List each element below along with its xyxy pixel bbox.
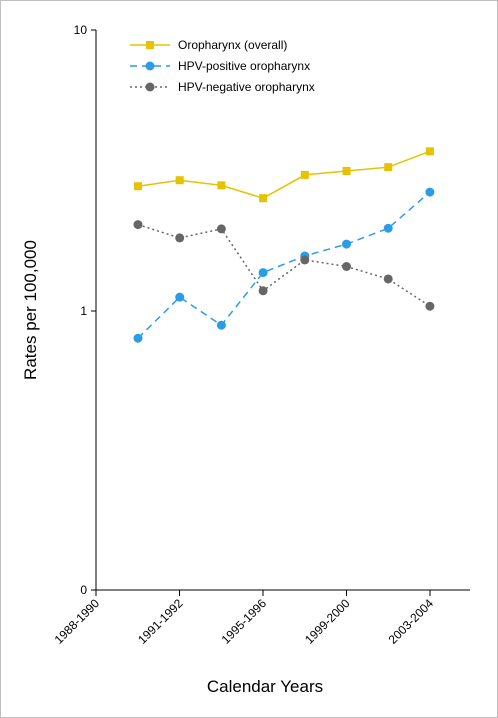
data-point — [383, 223, 393, 233]
y-tick-label: 10 — [74, 23, 88, 37]
y-axis-title: Rates per 100,000 — [21, 240, 40, 380]
data-point — [425, 187, 435, 197]
legend-marker — [145, 82, 155, 92]
series-2 — [133, 187, 435, 343]
x-tick-label: 1991-1992 — [135, 596, 186, 647]
y-tick-label: 0 — [80, 583, 87, 597]
data-point — [216, 224, 226, 234]
legend-entry: Oropharynx (overall) — [130, 38, 287, 52]
data-point — [425, 147, 434, 156]
legend-label: HPV-positive oropharynx — [178, 59, 310, 73]
series-1 — [134, 147, 434, 203]
x-tick-label: 1999-2000 — [302, 596, 353, 647]
series-layer — [133, 147, 435, 343]
legend-marker — [145, 61, 155, 71]
data-point — [175, 292, 185, 302]
data-point — [259, 194, 268, 203]
legend-label: Oropharynx (overall) — [178, 38, 287, 52]
data-point — [133, 333, 143, 343]
data-point — [342, 239, 351, 249]
series-line — [137, 150, 431, 200]
x-ticks: 1988-1990 1991-1992 1995-1996 1999-2000 2003… — [52, 590, 437, 647]
data-point — [133, 220, 143, 230]
x-axis-title: Calendar Years — [207, 677, 323, 696]
legend-label: HPV-negative oropharynx — [178, 80, 315, 94]
y-ticks: 0 1 10 — [74, 23, 96, 597]
data-point — [300, 170, 309, 179]
x-tick-label: 1995-1996 — [219, 596, 270, 647]
data-point — [258, 286, 268, 296]
series-line — [137, 191, 431, 339]
data-point — [342, 262, 351, 272]
series-3 — [133, 220, 435, 311]
x-tick-label: 2003-2004 — [386, 596, 437, 647]
legend-marker — [146, 41, 154, 49]
x-tick-label: 1988-1990 — [52, 596, 103, 647]
data-point — [258, 268, 268, 278]
data-point — [342, 166, 351, 175]
data-point — [425, 301, 435, 311]
legend-entry: HPV-positive oropharynx — [130, 59, 310, 73]
data-point — [217, 181, 226, 190]
series-line — [137, 223, 431, 307]
legend: Oropharynx (overall) HPV-positive orophar… — [130, 38, 315, 94]
data-point — [175, 233, 185, 243]
legend-entry: HPV-negative oropharynx — [130, 80, 315, 94]
y-tick-label: 1 — [80, 304, 87, 318]
data-point — [383, 274, 393, 284]
data-point — [134, 182, 142, 191]
data-point — [216, 320, 226, 330]
data-point — [384, 163, 393, 172]
data-point — [300, 255, 310, 265]
data-point — [175, 176, 184, 185]
